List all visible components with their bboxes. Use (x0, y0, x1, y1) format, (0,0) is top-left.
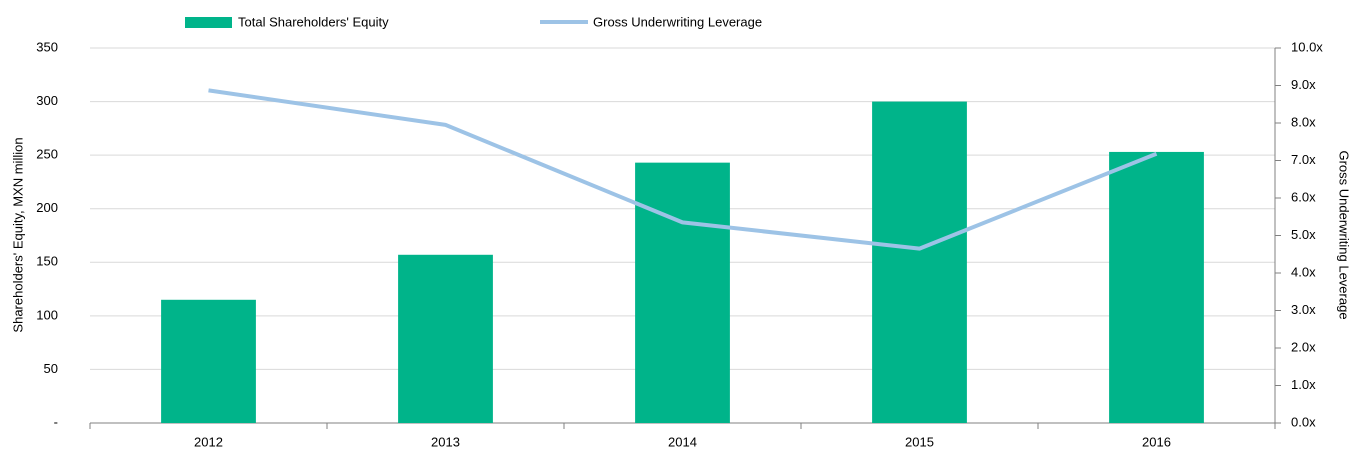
x-tick-label: 2014 (668, 434, 697, 449)
y-axis-label: Shareholders' Equity, MXN million (10, 137, 25, 332)
y2-tick-label: 6.0x (1291, 189, 1316, 204)
bar (1109, 151, 1204, 423)
y2-tick-label: 4.0x (1291, 264, 1316, 279)
y2-axis-label: Gross Underwriting Leverage (1337, 150, 1352, 319)
y-tick-label: 200 (36, 200, 58, 215)
x-tick-label: 2016 (1142, 434, 1171, 449)
y-tick-label: 50 (44, 361, 58, 376)
bar (398, 254, 493, 423)
x-tick-label: 2012 (194, 434, 223, 449)
y2-tick-label: 0.0x (1291, 414, 1316, 429)
y2-tick-label: 3.0x (1291, 302, 1316, 317)
y-tick-label: 100 (36, 307, 58, 322)
y-tick-label: 350 (36, 39, 58, 54)
bar (872, 101, 967, 424)
y2-tick-label: 5.0x (1291, 227, 1316, 242)
y-tick-label: 150 (36, 254, 58, 269)
y2-tick-label: 7.0x (1291, 152, 1316, 167)
bar (635, 162, 730, 423)
y-tick-label: 250 (36, 147, 58, 162)
x-tick-label: 2015 (905, 434, 934, 449)
legend-swatch (185, 17, 232, 28)
y2-tick-label: 8.0x (1291, 114, 1316, 129)
y2-tick-label: 1.0x (1291, 377, 1316, 392)
x-tick-label: 2013 (431, 434, 460, 449)
legend-label: Total Shareholders' Equity (238, 14, 389, 29)
y2-tick-label: 9.0x (1291, 77, 1316, 92)
legend-label: Gross Underwriting Leverage (593, 14, 762, 29)
line (208, 88, 1158, 251)
y-tick-label: - (54, 414, 58, 429)
y-tick-label: 300 (36, 93, 58, 108)
bar (161, 299, 256, 423)
y2-tick-label: 10.0x (1291, 39, 1323, 54)
y2-tick-label: 2.0x (1291, 339, 1316, 354)
